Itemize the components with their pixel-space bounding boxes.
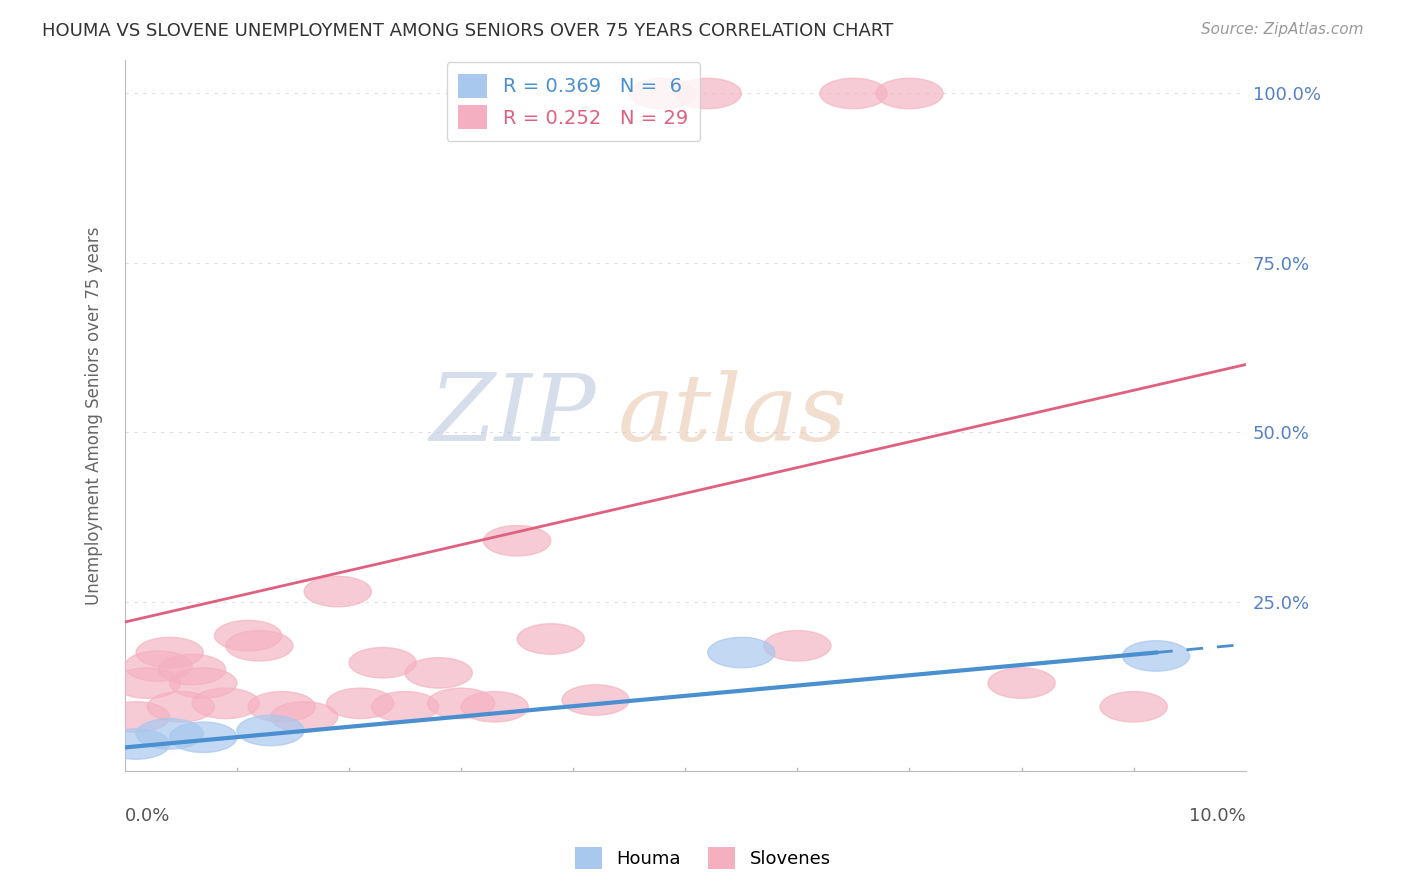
Text: 0.0%: 0.0% (125, 806, 170, 825)
Ellipse shape (349, 648, 416, 678)
Ellipse shape (371, 691, 439, 722)
Ellipse shape (427, 688, 495, 719)
Ellipse shape (630, 78, 696, 109)
Ellipse shape (215, 620, 281, 651)
Ellipse shape (820, 78, 887, 109)
Ellipse shape (226, 631, 292, 661)
Legend: Houma, Slovenes: Houma, Slovenes (568, 839, 838, 876)
Text: Source: ZipAtlas.com: Source: ZipAtlas.com (1201, 22, 1364, 37)
Ellipse shape (114, 668, 181, 698)
Ellipse shape (159, 654, 226, 685)
Ellipse shape (517, 624, 585, 654)
Ellipse shape (238, 715, 304, 746)
Ellipse shape (484, 525, 551, 556)
Ellipse shape (988, 668, 1054, 698)
Ellipse shape (136, 719, 204, 749)
Ellipse shape (270, 702, 337, 732)
Ellipse shape (562, 685, 630, 715)
Ellipse shape (103, 702, 170, 732)
Ellipse shape (136, 637, 204, 668)
Ellipse shape (461, 691, 529, 722)
Ellipse shape (673, 78, 741, 109)
Ellipse shape (193, 688, 259, 719)
Ellipse shape (876, 78, 943, 109)
Ellipse shape (707, 637, 775, 668)
Ellipse shape (304, 576, 371, 607)
Ellipse shape (148, 691, 215, 722)
Y-axis label: Unemployment Among Seniors over 75 years: Unemployment Among Seniors over 75 years (86, 226, 103, 605)
Ellipse shape (1122, 640, 1189, 671)
Ellipse shape (326, 688, 394, 719)
Ellipse shape (103, 729, 170, 759)
Text: ZIP: ZIP (429, 370, 596, 460)
Ellipse shape (170, 668, 238, 698)
Ellipse shape (405, 657, 472, 688)
Text: HOUMA VS SLOVENE UNEMPLOYMENT AMONG SENIORS OVER 75 YEARS CORRELATION CHART: HOUMA VS SLOVENE UNEMPLOYMENT AMONG SENI… (42, 22, 893, 40)
Ellipse shape (763, 631, 831, 661)
Text: atlas: atlas (619, 370, 848, 460)
Legend: R = 0.369   N =  6, R = 0.252   N = 29: R = 0.369 N = 6, R = 0.252 N = 29 (447, 62, 700, 141)
Ellipse shape (125, 651, 193, 681)
Ellipse shape (170, 722, 238, 753)
Ellipse shape (247, 691, 315, 722)
Text: 10.0%: 10.0% (1189, 806, 1246, 825)
Ellipse shape (1099, 691, 1167, 722)
